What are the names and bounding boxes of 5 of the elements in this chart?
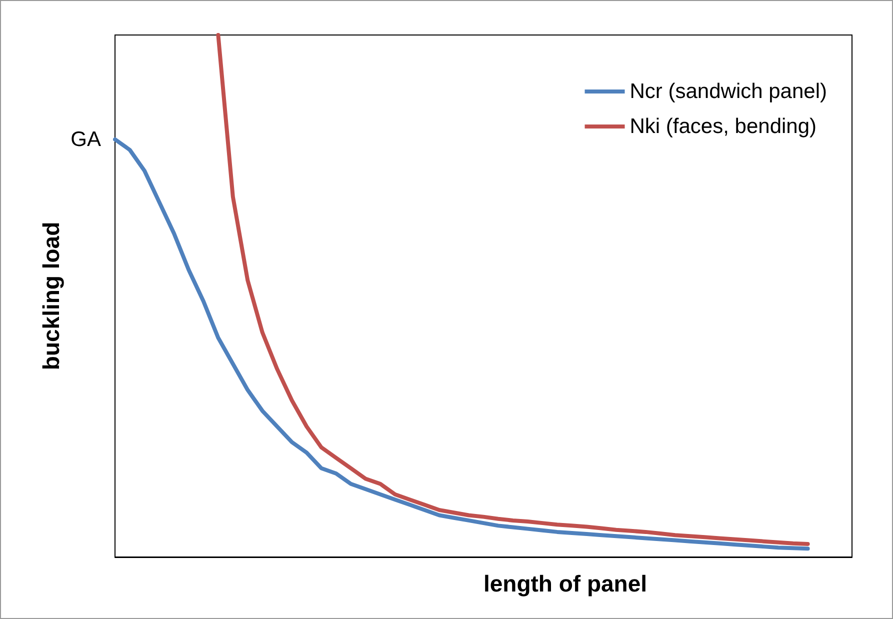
text: GA [70, 128, 101, 151]
legend-label: Nki (faces, bending) [630, 115, 817, 138]
y-axis-title: buckling load [38, 222, 64, 370]
x-axis-title: length of panel [483, 570, 648, 596]
legend-label: Ncr (sandwich panel) [630, 80, 828, 103]
